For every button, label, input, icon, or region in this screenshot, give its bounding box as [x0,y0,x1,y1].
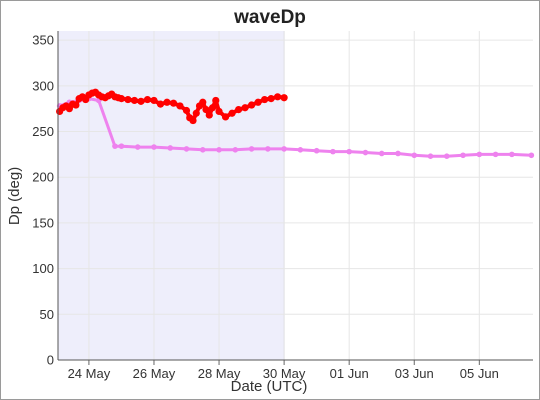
observed-point [260,95,269,104]
forecast-point [134,144,141,150]
forecast-point [112,143,118,149]
observed-point [241,104,249,112]
series-observed [56,88,288,125]
observed-point [189,116,197,125]
observed-point [124,95,132,104]
forecast-point [232,147,239,153]
observed-point [208,104,217,112]
forecast-point [199,147,206,153]
x-axis-label: Date (UTC) [231,378,308,395]
y-tick-label: 250 [32,124,54,139]
highlight-region [58,31,285,360]
forecast-point [118,143,125,149]
observed-point [254,98,262,106]
forecast-point [330,148,336,155]
forecast-point [151,144,157,150]
forecast-point [395,150,401,157]
y-tick-label: 300 [32,78,54,93]
forecast-point [346,148,352,155]
observed-point [247,101,256,109]
forecast-point [528,152,535,159]
y-tick-label: 150 [32,215,54,230]
forecast-point [167,145,174,151]
x-tick-label: 05 Jun [460,366,499,381]
x-tick-label: 28 May [198,366,241,381]
y-axis-label: Dp (deg) [6,167,23,225]
forecast-point [297,147,304,153]
observed-point [212,96,220,105]
observed-point [156,100,165,108]
x-tick-label: 03 Jun [395,366,434,381]
observed-point [169,99,178,107]
x-tick-label: 01 Jun [330,366,369,381]
y-tick-label: 100 [32,261,54,276]
observed-point [72,101,80,109]
observed-point [205,111,213,119]
forecast-point [313,147,320,154]
observed-point [182,106,191,115]
forecast-point [411,152,418,159]
forecast-point [216,147,222,153]
forecast-point [265,146,271,152]
forecast-point [443,153,450,160]
observed-point [143,95,152,104]
y-tick-label: 50 [40,307,54,322]
observed-point [192,109,200,117]
observed-point [130,96,139,105]
forecast-point [427,153,434,160]
observed-point [280,94,288,102]
observed-point [221,113,230,121]
observed-point [215,107,223,116]
observed-point [228,109,236,117]
observed-point [199,98,207,106]
forecast-point [248,146,255,152]
x-tick-label: 24 May [68,366,111,381]
forecast-point [492,151,499,158]
observed-point [117,95,126,103]
forecast-point [378,150,385,157]
observed-point [234,105,243,114]
observed-point [150,96,158,105]
forecast-point [281,146,287,152]
y-tick-label: 350 [32,33,54,48]
chart-title: waveDp [233,7,306,28]
observed-point [163,98,171,106]
observed-point [202,105,210,114]
x-tick-label: 26 May [133,366,176,381]
forecast-point [362,149,369,156]
forecast-point [509,151,515,158]
x-tick-label: 30 May [263,366,306,381]
observed-point [267,95,275,103]
observed-point [274,93,282,101]
forecast-point [183,146,190,152]
observed-point [137,97,145,105]
y-tick-label: 0 [47,353,54,368]
y-tick-label: 200 [32,170,54,185]
forecast-point [476,151,483,158]
forecast-point [460,152,466,159]
observed-point [176,102,184,110]
